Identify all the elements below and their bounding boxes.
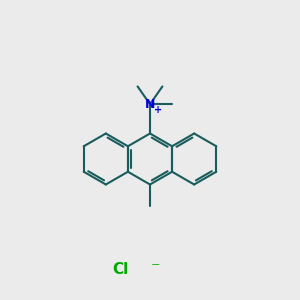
- Text: Cl: Cl: [112, 262, 128, 278]
- Text: +: +: [154, 105, 163, 115]
- Text: N: N: [145, 98, 155, 111]
- Text: ⁻: ⁻: [151, 260, 161, 278]
